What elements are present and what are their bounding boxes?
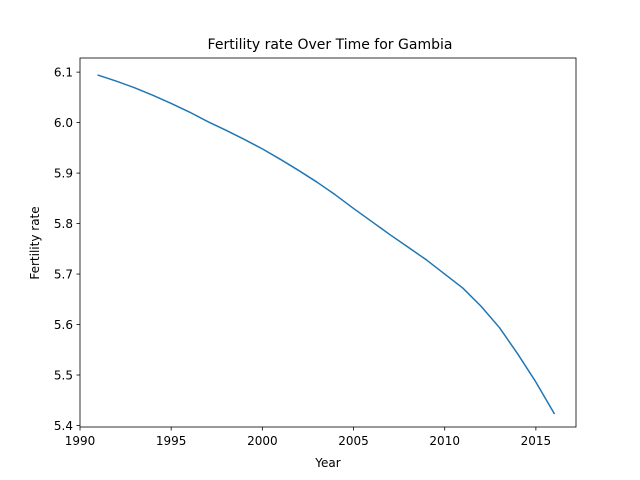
y-tick-label-6.1: 6.1	[54, 66, 73, 80]
y-tick-label-6.0: 6.0	[54, 116, 73, 130]
y-tick-label-5.6: 5.6	[54, 318, 73, 332]
series-line-0	[97, 74, 556, 415]
y-tick-label-5.4: 5.4	[54, 419, 73, 433]
chart-title: Fertility rate Over Time for Gambia	[208, 37, 453, 53]
x-tick-label-1995: 1995	[156, 434, 187, 448]
y-tick-label-5.7: 5.7	[54, 268, 73, 282]
y-tick-label-5.8: 5.8	[54, 217, 73, 231]
x-tick-label-2005: 2005	[338, 434, 369, 448]
x-tick-label-2010: 2010	[429, 434, 460, 448]
x-tick-label-2015: 2015	[521, 434, 552, 448]
x-tick-label-1990: 1990	[65, 434, 96, 448]
x-tick-label-2000: 2000	[247, 434, 278, 448]
y-axis-label: Fertility rate	[28, 206, 42, 279]
plot-frame	[79, 57, 577, 428]
y-tick-label-5.9: 5.9	[54, 167, 73, 181]
x-axis-label: Year	[314, 456, 340, 470]
y-tick-label-5.5: 5.5	[54, 369, 73, 383]
plot-area: 1990 1995 2000 2005 2010 2015 5.4 5.5 5.6 5.7 5.8 5…	[54, 57, 577, 448]
